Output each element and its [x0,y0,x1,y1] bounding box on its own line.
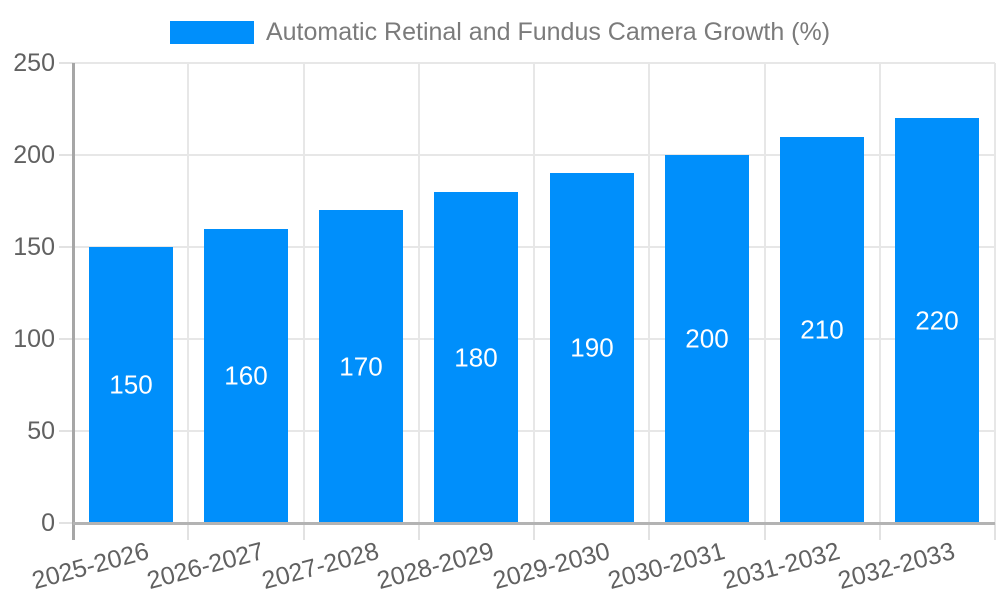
y-axis-tick [59,154,73,156]
y-tick-label: 50 [27,417,55,445]
bar[interactable]: 190 [550,173,634,523]
x-axis-tick [648,523,650,540]
bar-value-label: 170 [339,351,383,381]
x-axis-tick [533,523,535,540]
x-axis-tick [879,523,881,540]
gridline-vertical [764,63,766,523]
x-tick-label: 2028-2029 [374,537,498,595]
legend-label[interactable]: Automatic Retinal and Fundus Camera Grow… [265,18,831,46]
y-axis-tick [59,430,73,432]
x-axis-tick [764,523,766,540]
y-axis-tick [59,522,73,524]
bar-value-label: 160 [224,360,268,391]
y-tick-label: 0 [41,509,55,537]
y-axis-tick [59,62,73,64]
bar[interactable]: 200 [665,155,749,523]
y-axis-tick [59,338,73,340]
x-axis-tick [303,523,305,540]
gridline-vertical [303,63,305,523]
x-tick-label: 2027-2028 [259,537,383,595]
gridline-vertical [187,63,189,523]
x-tick-label: 2032-2033 [835,537,959,595]
y-tick-label: 150 [13,233,55,261]
x-tick-label: 2029-2030 [490,537,614,595]
x-axis-tick [418,523,420,540]
y-axis-tick [59,246,73,248]
bar-value-label: 220 [915,305,959,335]
bar[interactable]: 150 [89,247,173,523]
legend-swatch[interactable] [169,21,254,44]
y-tick-label: 200 [13,141,55,169]
y-tick-label: 100 [13,325,55,353]
bar-value-label: 210 [800,314,844,345]
x-axis-line [73,522,995,525]
gridline-vertical [418,63,420,523]
y-axis-line [72,63,75,540]
x-axis-tick [994,523,996,540]
x-tick-label: 2030-2031 [605,537,729,595]
bar[interactable]: 220 [895,118,979,523]
bar[interactable]: 170 [319,210,403,523]
bar[interactable]: 180 [434,192,518,523]
bar[interactable]: 160 [204,229,288,523]
gridline-vertical [994,63,996,523]
bar-value-label: 200 [685,323,729,354]
legend[interactable]: Automatic Retinal and Fundus Camera Grow… [0,18,1000,47]
y-tick-label: 250 [13,49,55,77]
gridline-vertical [648,63,650,523]
bar-value-label: 190 [570,332,614,363]
gridline-vertical [879,63,881,523]
bar[interactable]: 210 [780,137,864,523]
x-axis-tick [187,523,189,540]
x-tick-label: 2025-2026 [29,537,153,595]
bar-value-label: 180 [454,342,498,372]
x-tick-label: 2031-2032 [720,537,844,595]
bar-value-label: 150 [109,369,153,400]
x-tick-label: 2026-2027 [144,537,268,595]
gridline-vertical [533,63,535,523]
